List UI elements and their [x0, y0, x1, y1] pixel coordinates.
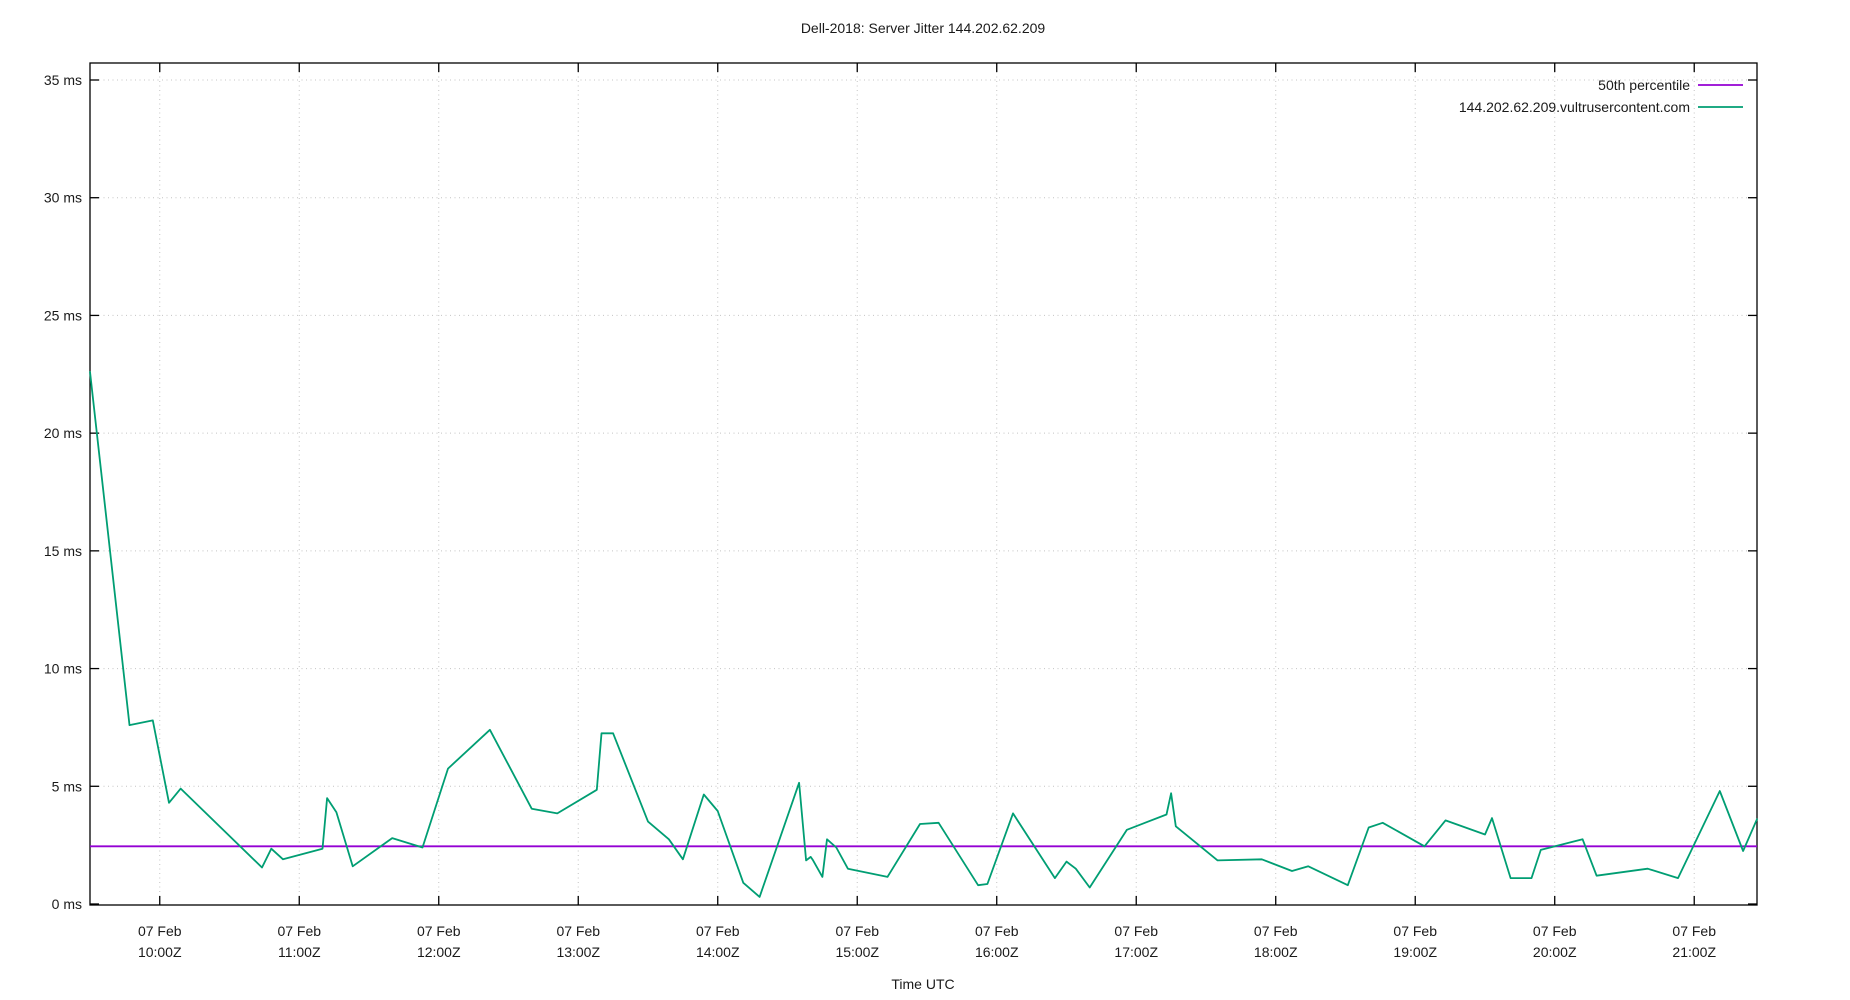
y-tick-label: 10 ms — [44, 661, 82, 677]
x-tick-label-time: 14:00Z — [696, 944, 740, 960]
legend: 50th percentile 144.202.62.209.vultruser… — [1459, 77, 1743, 115]
y-tick-label: 20 ms — [44, 425, 82, 441]
x-tick-label-time: 18:00Z — [1254, 944, 1298, 960]
x-tick-label-date: 07 Feb — [1533, 923, 1577, 939]
x-tick-label-time: 21:00Z — [1672, 944, 1716, 960]
x-tick-label-time: 16:00Z — [975, 944, 1019, 960]
x-tick-label-date: 07 Feb — [1672, 923, 1716, 939]
x-tick-label-time: 17:00Z — [1114, 944, 1158, 960]
x-tick-label-date: 07 Feb — [835, 923, 879, 939]
x-tick-label-date: 07 Feb — [556, 923, 600, 939]
x-tick-label-date: 07 Feb — [277, 923, 321, 939]
x-tick-label-time: 12:00Z — [417, 944, 461, 960]
x-tick-label-date: 07 Feb — [138, 923, 182, 939]
x-tick-labels: 07 Feb 10:00Z 07 Feb 11:00Z 07 Feb 12:00Z 07 F… — [138, 923, 1717, 960]
y-tick-label: 30 ms — [44, 190, 82, 206]
x-tick-label-time: 10:00Z — [138, 944, 182, 960]
x-tick-label-time: 11:00Z — [278, 944, 321, 960]
x-tick-label-date: 07 Feb — [1393, 923, 1437, 939]
y-tick-label: 5 ms — [52, 778, 82, 794]
y-tick-label: 15 ms — [44, 543, 82, 559]
plot-border — [89, 62, 1758, 906]
x-tick-label-time: 19:00Z — [1393, 944, 1437, 960]
x-tick-label-date: 07 Feb — [1114, 923, 1158, 939]
y-tick-labels: 0 ms 5 ms 10 ms 15 ms 20 ms 25 ms 30 ms 35 ms — [44, 72, 82, 912]
x-tick-label-date: 07 Feb — [975, 923, 1019, 939]
x-tick-label-date: 07 Feb — [696, 923, 740, 939]
y-tick-label: 35 ms — [44, 72, 82, 88]
x-tick-label-date: 07 Feb — [417, 923, 461, 939]
chart-title: Dell-2018: Server Jitter 144.202.62.209 — [801, 20, 1046, 36]
axis-ticks — [90, 63, 1757, 905]
legend-label-host: 144.202.62.209.vultrusercontent.com — [1459, 99, 1690, 115]
host-jitter-series-line — [89, 370, 1758, 898]
grid-lines — [90, 63, 1757, 905]
legend-label-percentile: 50th percentile — [1598, 77, 1690, 93]
y-tick-label: 25 ms — [44, 307, 82, 323]
x-tick-label-time: 20:00Z — [1533, 944, 1577, 960]
x-tick-label-date: 07 Feb — [1254, 923, 1298, 939]
x-tick-label-time: 13:00Z — [556, 944, 600, 960]
x-tick-label-time: 15:00Z — [835, 944, 879, 960]
y-tick-label: 0 ms — [52, 896, 82, 912]
x-axis-title: Time UTC — [891, 976, 954, 992]
